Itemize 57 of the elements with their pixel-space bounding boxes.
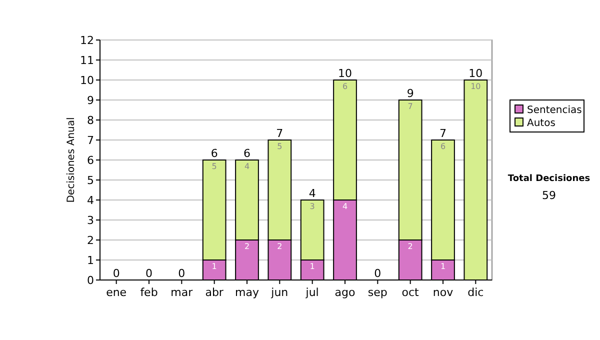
data-label: 10 — [470, 82, 481, 91]
data-label: 1 — [440, 262, 446, 271]
y-tick-label: 6 — [87, 154, 94, 167]
data-label: 4 — [244, 162, 250, 171]
legend-label: Autos — [527, 118, 556, 129]
total-label: 6 — [210, 147, 218, 160]
data-label: 5 — [212, 162, 217, 171]
y-tick-label: 0 — [87, 274, 94, 287]
x-tick-label: oct — [402, 286, 420, 299]
x-tick-label: jun — [270, 286, 288, 299]
x-tick-label: may — [235, 286, 260, 299]
x-tick-label: dic — [468, 286, 484, 299]
x-tick-label: abr — [205, 286, 224, 299]
legend-label: Sentencias — [527, 105, 582, 116]
text: 59 — [542, 189, 556, 202]
total-label: 6 — [244, 147, 250, 160]
total-label: 0 — [178, 267, 186, 280]
y-tick-label: 7 — [87, 134, 94, 147]
y-tick-label: 4 — [87, 194, 94, 207]
data-label: 4 — [342, 202, 348, 211]
total-label: 4 — [308, 187, 316, 200]
y-axis-title: Decisiones Anual — [66, 117, 77, 203]
data-label: 6 — [440, 142, 446, 151]
text: Total Decisiones — [508, 174, 590, 184]
data-label: 2 — [244, 242, 250, 251]
x-tick-label: ago — [334, 286, 356, 299]
data-label: 6 — [342, 82, 348, 91]
total-label: 7 — [276, 127, 284, 140]
y-tick-label: 1 — [87, 254, 94, 267]
y-tick-label: 11 — [80, 54, 94, 67]
y-tick-label: 9 — [87, 94, 94, 107]
data-label: 7 — [408, 102, 413, 111]
data-label: 2 — [408, 242, 413, 251]
x-tick-label: sep — [368, 286, 388, 299]
total-label: 0 — [146, 267, 152, 280]
total-label: 7 — [440, 127, 446, 140]
data-label: 2 — [277, 242, 282, 251]
x-tick-label: nov — [432, 286, 454, 299]
y-tick-label: 2 — [87, 234, 94, 247]
x-tick-label: ene — [106, 286, 127, 299]
y-tick-label: 10 — [80, 74, 94, 87]
total-label: 10 — [338, 67, 352, 80]
x-tick-label: jul — [304, 286, 319, 299]
data-label: 1 — [212, 262, 217, 271]
y-tick-label: 5 — [87, 174, 94, 187]
y-tick-label: 8 — [87, 114, 94, 127]
data-label: 3 — [310, 202, 315, 211]
data-label: 1 — [310, 262, 315, 271]
y-tick-label: 12 — [80, 34, 94, 47]
data-label: 5 — [277, 142, 282, 151]
y-tick-label: 3 — [87, 214, 94, 227]
total-label: 0 — [374, 267, 382, 280]
x-tick-label: mar — [170, 286, 194, 299]
total-label: 9 — [406, 87, 414, 100]
total-label: 10 — [468, 67, 483, 80]
x-tick-label: feb — [140, 286, 158, 299]
total-label: 0 — [112, 267, 120, 280]
